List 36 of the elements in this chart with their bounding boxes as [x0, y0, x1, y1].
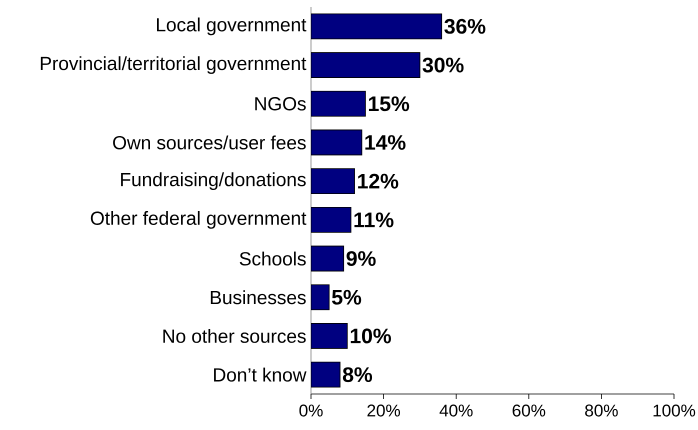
x-tick-label: 40% [440, 404, 473, 417]
y-tick-label: Provincial/territorial government [40, 56, 306, 74]
y-tick-label: NGOs [255, 97, 306, 110]
data-label: 10% [350, 328, 391, 344]
x-tick-label: 100% [654, 404, 696, 417]
bar [311, 52, 420, 78]
data-label: 12% [358, 174, 398, 189]
y-tick-label: Own sources/user fees [113, 135, 306, 150]
x-tick-label: 0% [299, 404, 323, 417]
x-tick-label: 60% [512, 404, 546, 417]
data-label: 36% [444, 18, 486, 34]
bar [311, 362, 340, 388]
bar [311, 130, 362, 156]
y-tick-label: Fundraising/donations [121, 172, 306, 190]
data-label: 30% [422, 58, 464, 73]
bar [311, 206, 352, 233]
y-tick-label: Don’t know [214, 368, 306, 382]
y-tick-label: No other sources [163, 328, 306, 343]
y-tick-label: Other federal government [90, 211, 306, 229]
y-tick-label: Local government [157, 18, 306, 36]
bar [311, 246, 344, 272]
y-tick-label: Schools [240, 252, 306, 266]
data-label: 5% [332, 290, 362, 305]
y-tick-label: Businesses [210, 290, 306, 304]
bar [311, 13, 442, 40]
bar [311, 323, 348, 349]
bar [311, 90, 366, 117]
x-tick-label: 80% [585, 404, 618, 417]
data-label: 14% [365, 135, 406, 150]
data-label: 9% [346, 251, 376, 266]
data-label: 11% [354, 212, 394, 228]
data-label: 15% [368, 96, 410, 112]
bar [311, 168, 355, 194]
data-label: 8% [342, 367, 372, 382]
x-tick-label: 20% [367, 404, 400, 417]
bar [311, 284, 330, 310]
